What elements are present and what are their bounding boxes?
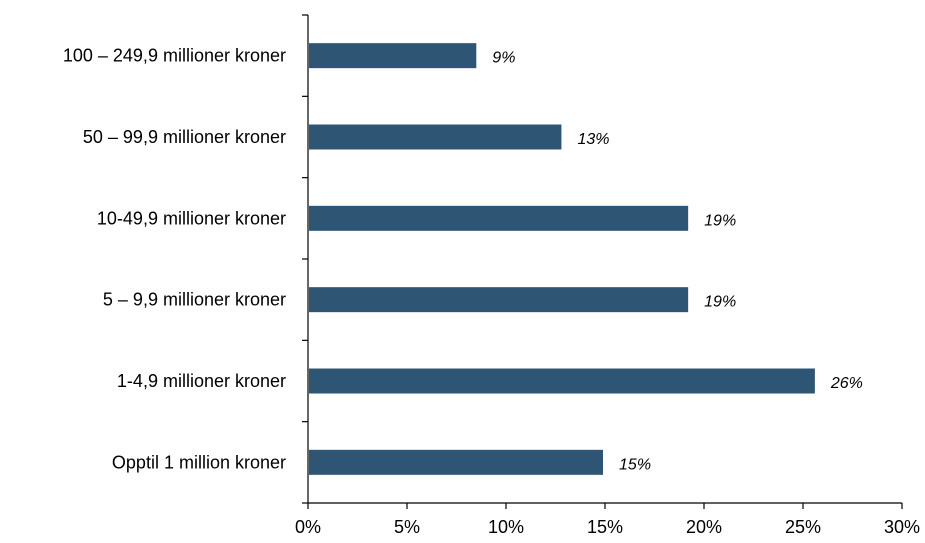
- x-tick-label: 15%: [587, 517, 623, 537]
- x-tick-label: 0%: [295, 517, 321, 537]
- bar: [309, 287, 689, 313]
- bar: [309, 449, 604, 475]
- category-label: 5 – 9,9 millioner kroner: [103, 290, 286, 310]
- data-label: 15%: [619, 456, 651, 473]
- x-tick-label: 25%: [785, 517, 821, 537]
- bar: [309, 124, 562, 150]
- x-tick-label: 10%: [488, 517, 524, 537]
- category-label: 50 – 99,9 millioner kroner: [83, 127, 286, 147]
- x-tick-label: 30%: [884, 517, 920, 537]
- bar: [309, 43, 477, 69]
- category-label: 10-49,9 millioner kroner: [97, 208, 286, 228]
- category-label: 1-4,9 millioner kroner: [117, 371, 286, 391]
- category-label: Opptil 1 million kroner: [112, 452, 286, 472]
- x-tick-label: 5%: [394, 517, 420, 537]
- data-label: 9%: [492, 50, 515, 67]
- bar: [309, 368, 815, 394]
- data-label: 13%: [577, 131, 609, 148]
- chart-labels: 0% 5% 10% 15% 20% 25% 30% 100 – 249,9 millioner…: [63, 46, 920, 537]
- data-label: 19%: [704, 212, 736, 229]
- category-label: 100 – 249,9 millioner kroner: [63, 46, 286, 66]
- data-label: 19%: [704, 294, 736, 311]
- chart-bars: [309, 43, 815, 475]
- bar: [309, 205, 689, 231]
- chart-axes: [302, 14, 903, 509]
- data-label: 26%: [830, 375, 863, 392]
- x-tick-label: 20%: [686, 517, 722, 537]
